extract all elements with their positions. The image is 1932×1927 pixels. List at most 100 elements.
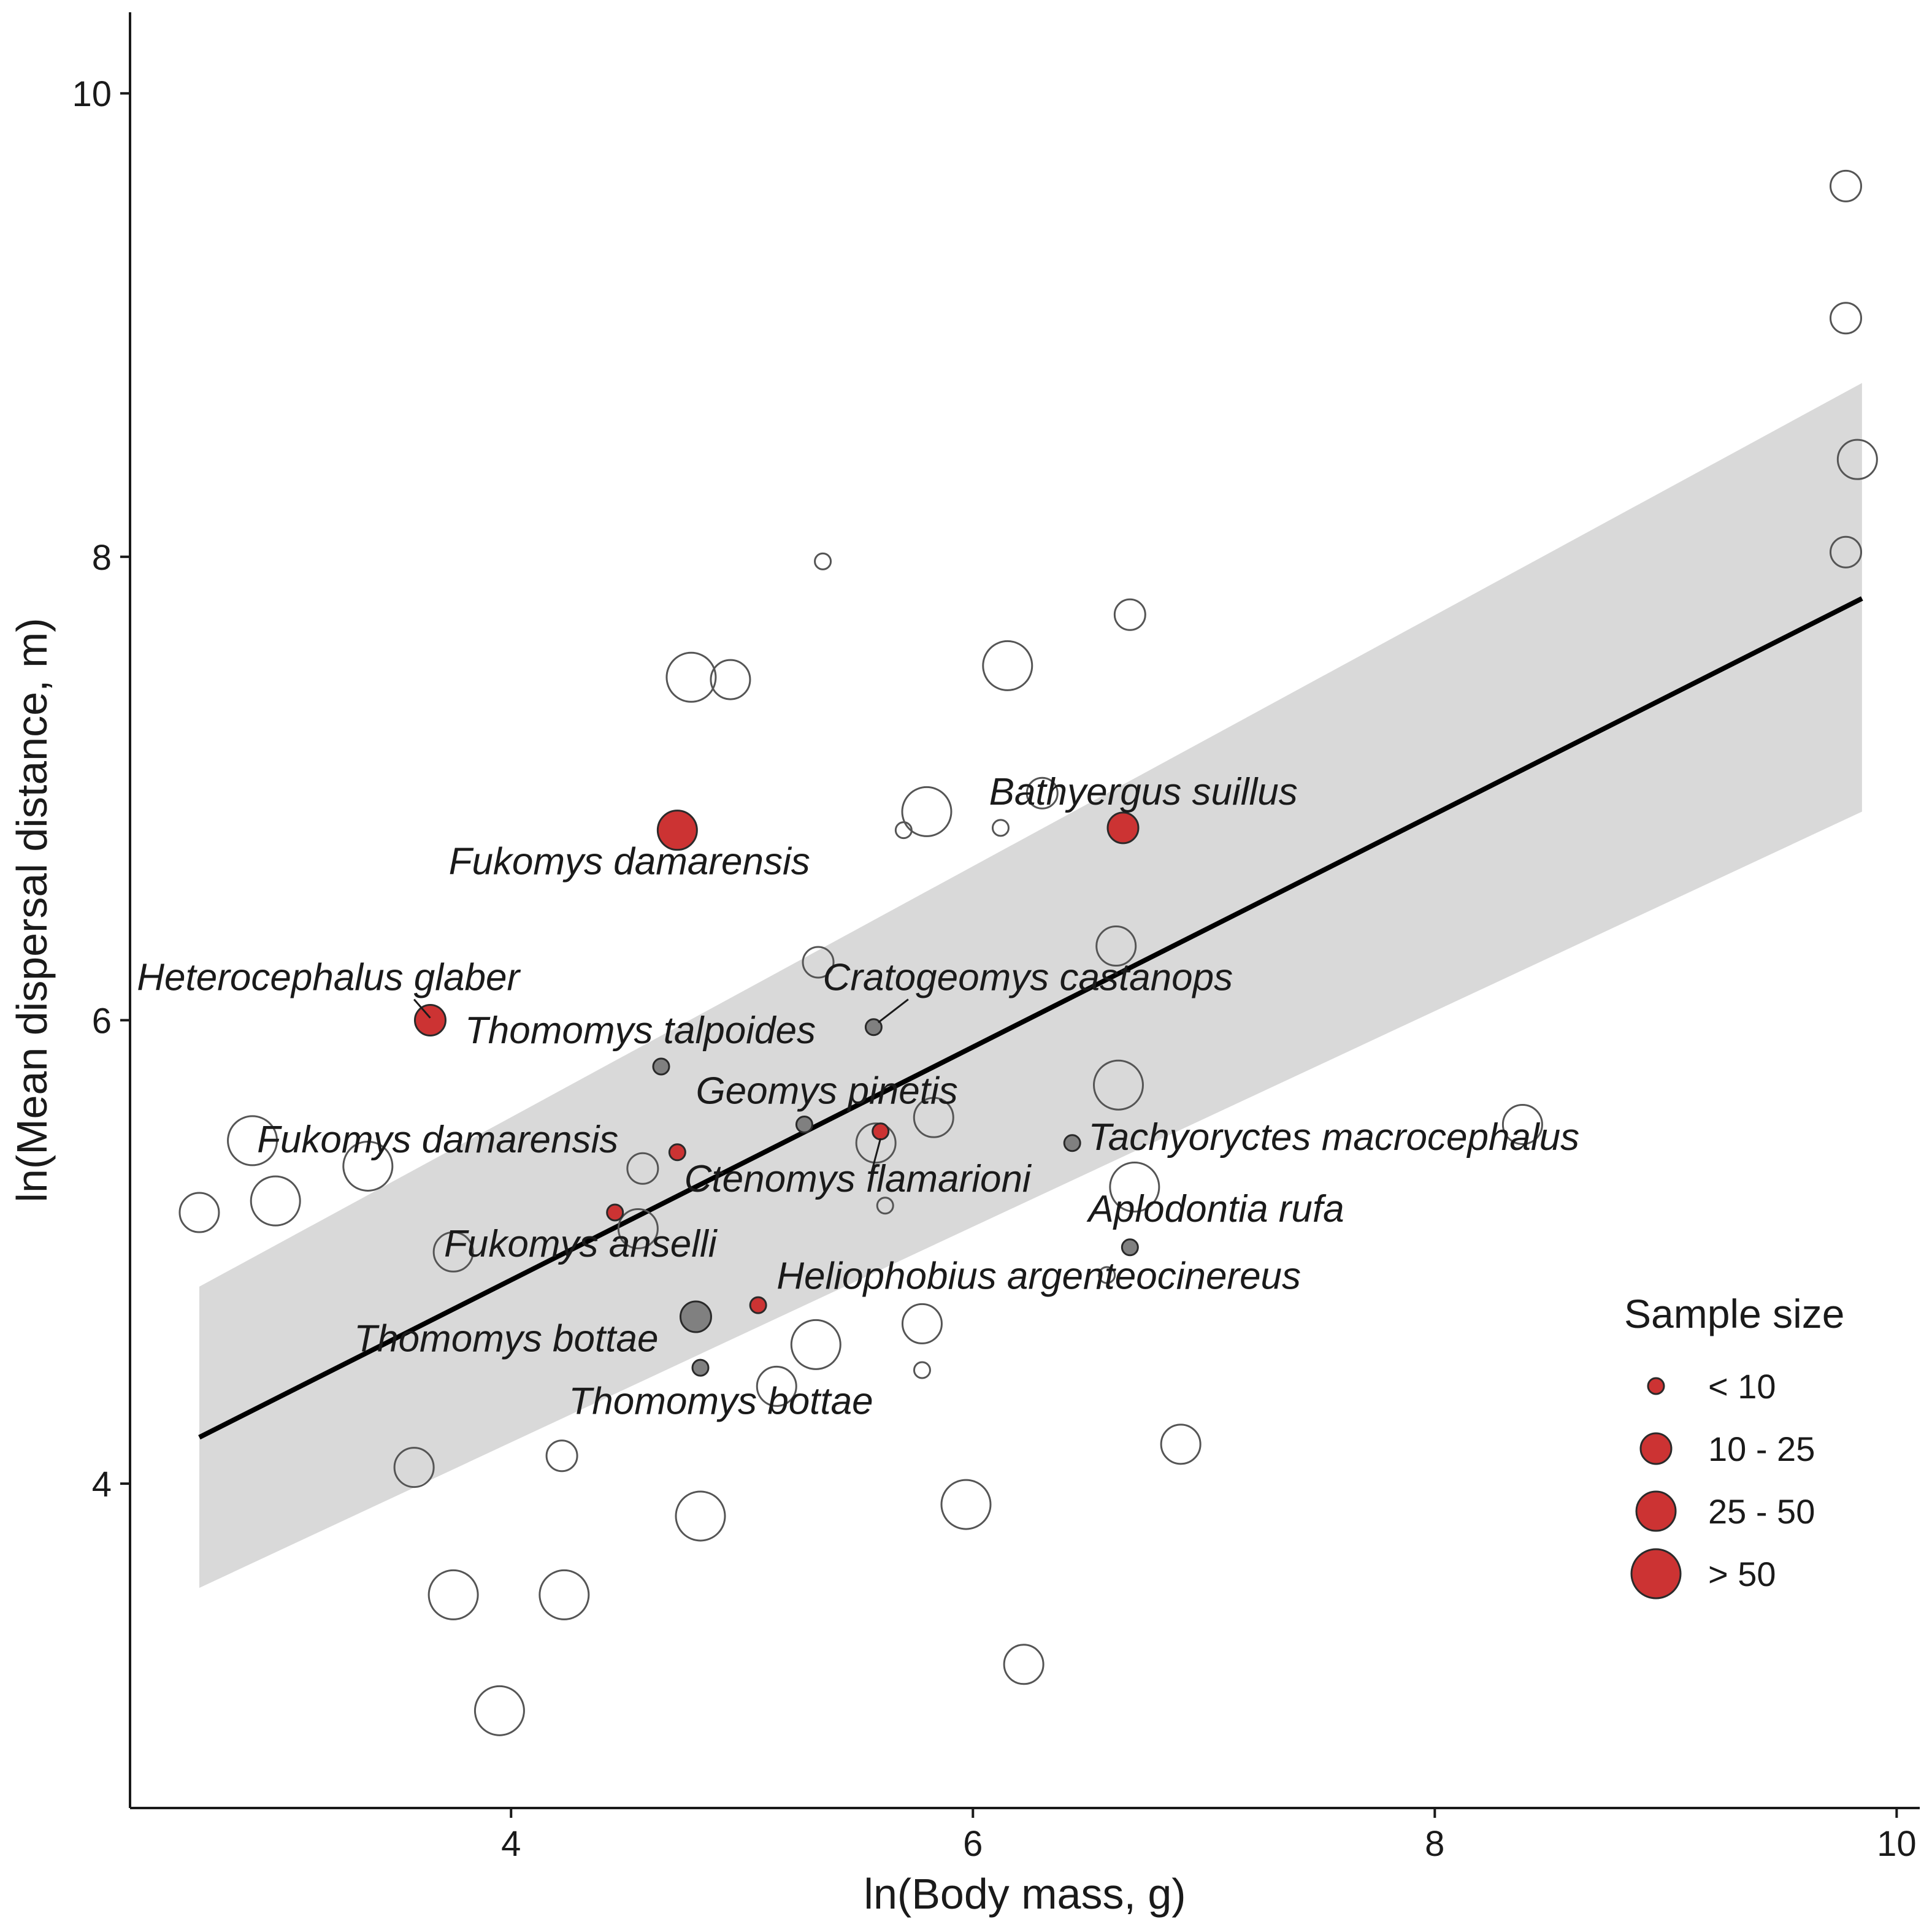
open-data-point <box>675 1490 726 1542</box>
species-label: Fukomys damarensis <box>257 1119 618 1161</box>
open-data-point <box>982 640 1033 691</box>
y-tick-label: 4 <box>92 1465 112 1504</box>
open-data-point <box>1830 535 1863 569</box>
open-data-point <box>901 786 953 837</box>
open-data-point <box>1003 1644 1045 1685</box>
species-label: Thomomys bottae <box>354 1318 658 1360</box>
legend-label: 10 - 25 <box>1708 1430 1815 1468</box>
y-axis-title: ln(Mean dispersal distance, m) <box>8 618 56 1202</box>
species-label: Fukomys anselli <box>444 1223 718 1265</box>
species-label: Heliophobius argenteocinereus <box>776 1255 1301 1298</box>
open-data-point <box>227 1115 278 1167</box>
x-tick-label: 8 <box>1425 1824 1444 1864</box>
gray-data-point <box>1063 1134 1081 1152</box>
confidence-band-layer <box>199 383 1862 1588</box>
x-tick-label: 6 <box>963 1824 983 1864</box>
open-data-point <box>790 1319 841 1370</box>
gray-data-point <box>864 1018 883 1036</box>
legend-label: < 10 <box>1708 1367 1776 1406</box>
open-data-point <box>894 821 913 840</box>
gray-data-point <box>691 1358 710 1377</box>
open-data-point <box>617 1208 659 1249</box>
open-data-point <box>901 1303 943 1344</box>
open-data-point <box>756 1365 797 1407</box>
species-label: Heterocephalus glaber <box>137 956 521 998</box>
species-label: Thomomys bottae <box>569 1381 873 1423</box>
leader-lines-layer <box>413 998 909 1174</box>
open-data-point <box>855 1122 897 1164</box>
open-data-point <box>1095 925 1137 967</box>
legend-swatch <box>1647 1377 1665 1395</box>
open-data-point <box>802 946 835 979</box>
open-data-point <box>814 552 832 570</box>
species-label: Bathyergus suillus <box>989 771 1298 813</box>
leader-line <box>870 1138 882 1174</box>
legend-swatch <box>1639 1432 1673 1465</box>
open-data-point <box>1109 1161 1160 1213</box>
open-data-point <box>342 1140 394 1192</box>
open-data-point <box>1830 169 1863 202</box>
legend-label: 25 - 50 <box>1708 1492 1815 1531</box>
open-data-point <box>539 1569 590 1620</box>
open-data-point <box>940 1479 992 1530</box>
gray-data-point <box>1121 1238 1139 1257</box>
open-data-point <box>1113 598 1146 631</box>
species-labels-layer: Bathyergus suillus Fukomys damarensis Hete… <box>137 771 1579 1423</box>
species-label: Ctenomys flamarioni <box>684 1158 1032 1200</box>
species-label: Fukomys damarensis <box>449 840 810 883</box>
species-label: Tachyoryctes macrocephalus <box>1089 1116 1580 1159</box>
axes-layer: 4 6 8 10 4 6 8 10 ln(Body mass, g) ln(Mean disper… <box>8 12 1920 1918</box>
red-data-point <box>413 1003 447 1036</box>
legend-swatch <box>1635 1490 1677 1532</box>
gray-data-point <box>652 1057 670 1076</box>
red-data-point <box>668 1143 686 1162</box>
species-label: Thomomys talpoides <box>465 1009 816 1052</box>
leader-line <box>413 998 431 1019</box>
legend-swatch <box>1630 1548 1682 1599</box>
y-tick-label: 8 <box>92 538 112 578</box>
open-data-point <box>545 1439 578 1473</box>
red-data-point <box>872 1122 890 1141</box>
open-data-point <box>1830 302 1863 335</box>
y-tick-label: 10 <box>72 74 112 114</box>
species-label: Aplodontia rufa <box>1086 1188 1344 1230</box>
regression-line-layer <box>198 596 1863 1440</box>
open-data-point <box>432 1231 474 1273</box>
open-data-point <box>473 1685 525 1736</box>
open-data-point <box>665 651 717 703</box>
regression-line <box>198 596 1863 1440</box>
legend-label: > 50 <box>1708 1555 1776 1593</box>
red-data-point <box>749 1296 767 1314</box>
gray-data-point <box>795 1115 813 1133</box>
leader-line <box>877 998 909 1024</box>
x-tick-label: 10 <box>1877 1824 1917 1864</box>
y-tick-label: 6 <box>92 1001 112 1041</box>
data-points-layer <box>178 169 1878 1736</box>
x-tick-label: 4 <box>501 1824 521 1864</box>
open-data-point <box>178 1192 220 1233</box>
species-label: Geomys pinetis <box>696 1070 957 1112</box>
open-data-point <box>1025 776 1059 810</box>
open-data-point <box>427 1569 479 1620</box>
open-data-point <box>393 1447 435 1488</box>
open-data-point <box>250 1175 301 1227</box>
confidence-band <box>199 383 1862 1588</box>
open-data-point <box>1160 1423 1202 1465</box>
open-data-point <box>626 1152 659 1185</box>
red-data-point <box>606 1203 624 1222</box>
open-data-point <box>1501 1103 1543 1145</box>
species-label: Cratogeomys castanops <box>823 956 1233 998</box>
gray-data-point <box>679 1300 712 1333</box>
open-data-point <box>1092 1059 1144 1111</box>
open-data-point <box>913 1097 954 1138</box>
red-data-point <box>656 810 698 851</box>
open-data-point <box>710 659 751 700</box>
open-data-point <box>913 1361 931 1379</box>
x-axis-title: ln(Body mass, g) <box>864 1870 1186 1918</box>
legend-layer: Sample size < 10 10 - 25 25 - 50 > 50 <box>1624 1291 1845 1599</box>
open-data-point <box>876 1197 894 1215</box>
legend-title: Sample size <box>1624 1291 1845 1336</box>
open-data-point <box>1836 439 1878 480</box>
